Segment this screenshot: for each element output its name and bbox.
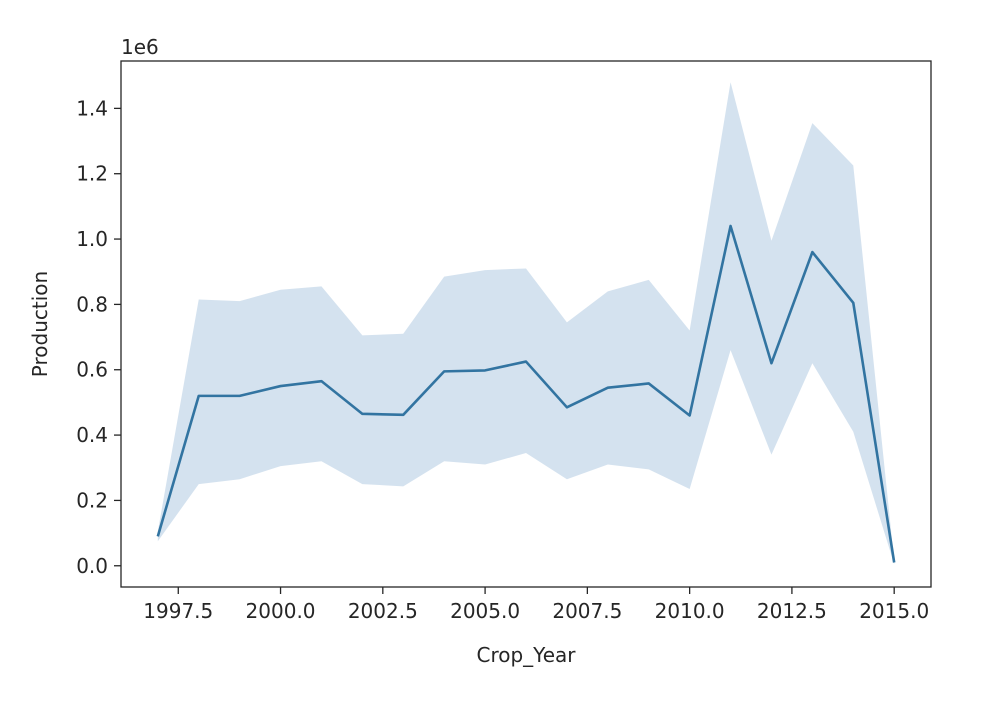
y-tick-label: 1.0 [76, 227, 108, 251]
y-tick-label: 0.6 [76, 358, 108, 382]
series-line-layer [156, 224, 896, 563]
x-axis-label: Crop_Year [476, 643, 576, 667]
x-tick-label: 2010.0 [655, 599, 725, 623]
y-axis: 0.0 0.2 0.4 0.6 0.8 1.0 1.2 1.4 [76, 96, 121, 578]
x-tick-label: 2015.0 [859, 599, 929, 623]
x-tick-label: 1997.5 [143, 599, 213, 623]
x-tick-label: 2005.0 [450, 599, 520, 623]
x-tick-label: 2000.0 [246, 599, 316, 623]
y-tick-label: 0.4 [76, 423, 108, 447]
y-tick-label: 0.0 [76, 554, 108, 578]
y-tick-label: 0.8 [76, 292, 108, 316]
y-tick-label: 0.2 [76, 488, 108, 512]
series-line [156, 224, 896, 563]
plot-frame [120, 60, 932, 588]
x-tick-label: 2007.5 [552, 599, 622, 623]
x-axis: 1997.5 2000.0 2002.5 2005.0 2007.5 2010.0 2012… [143, 587, 929, 623]
x-tick-label: 2002.5 [348, 599, 418, 623]
y-tick-label: 1.4 [76, 96, 108, 120]
confidence-band-layer [157, 82, 895, 565]
confidence-band [157, 82, 895, 565]
y-tick-label: 1.2 [76, 162, 108, 186]
x-tick-label: 2012.5 [757, 599, 827, 623]
y-offset-label: 1e6 [121, 35, 159, 59]
y-axis-label: Production [28, 271, 52, 377]
